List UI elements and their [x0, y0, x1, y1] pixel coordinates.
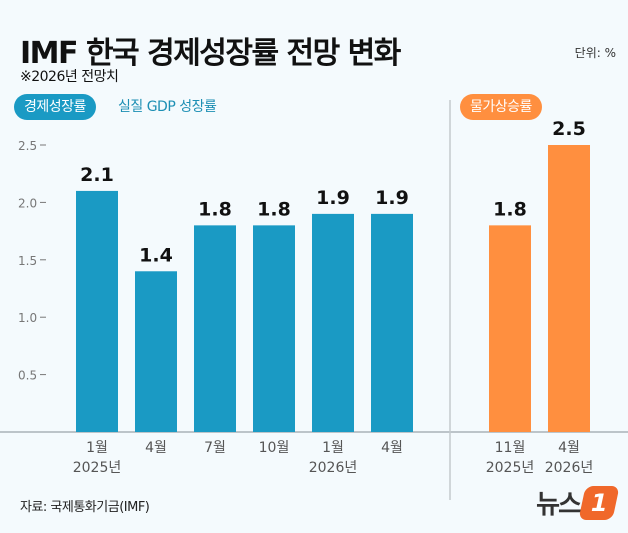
inflation-x-label-month: 11월 — [495, 440, 526, 456]
inflation-data-label: 1.8 — [493, 198, 527, 220]
y-tick-label: 1.0 — [18, 311, 37, 325]
growth-data-label: 1.8 — [257, 198, 291, 220]
y-tick-label: 2.5 — [18, 139, 37, 153]
growth-bar — [76, 190, 118, 432]
legend-badge-growth: 경제성장률 — [14, 94, 96, 120]
page-title: IMF 한국 경제성장률 전망 변화 — [20, 36, 401, 71]
growth-x-label-year: 2026년 — [309, 460, 358, 476]
legend-badge-inflation: 물가상승률 — [460, 94, 542, 120]
growth-bar — [371, 213, 413, 432]
y-tick-label: 1.5 — [18, 254, 37, 268]
growth-data-label: 1.8 — [198, 198, 232, 220]
inflation-data-label: 2.5 — [552, 118, 586, 140]
source-note: 자료: 국제통화기금(IMF) — [20, 500, 150, 515]
growth-data-label: 1.9 — [375, 187, 409, 209]
growth-bar — [135, 271, 177, 432]
growth-data-label: 2.1 — [80, 164, 114, 186]
growth-x-label-month: 4월 — [381, 440, 403, 456]
y-tick-label: 2.0 — [18, 196, 37, 210]
y-tick-label: 0.5 — [18, 369, 37, 383]
legend-text-gdp: 실질 GDP 성장률 — [118, 99, 217, 115]
inflation-x-label-month: 4월 — [558, 440, 580, 456]
growth-bar — [312, 213, 354, 432]
growth-x-label-month: 4월 — [145, 440, 167, 456]
growth-x-label-month: 1월 — [86, 440, 108, 456]
growth-x-label-month: 10월 — [259, 440, 290, 456]
inflation-x-label-year: 2026년 — [545, 460, 594, 476]
inflation-x-label-year: 2025년 — [486, 460, 535, 476]
growth-bar — [253, 225, 295, 432]
growth-data-label: 1.9 — [316, 187, 350, 209]
growth-x-label-month: 1월 — [322, 440, 344, 456]
growth-x-label-month: 7월 — [204, 440, 226, 456]
growth-x-label-year: 2025년 — [73, 460, 122, 476]
growth-bar — [194, 225, 236, 432]
growth-data-label: 1.4 — [139, 244, 173, 266]
unit-label: 단위: % — [574, 46, 616, 60]
inflation-bar — [489, 225, 531, 432]
inflation-bar — [548, 145, 590, 432]
news1-logo: 뉴스 1 — [536, 484, 620, 521]
subtitle: ※2026년 전망치 — [20, 69, 119, 85]
